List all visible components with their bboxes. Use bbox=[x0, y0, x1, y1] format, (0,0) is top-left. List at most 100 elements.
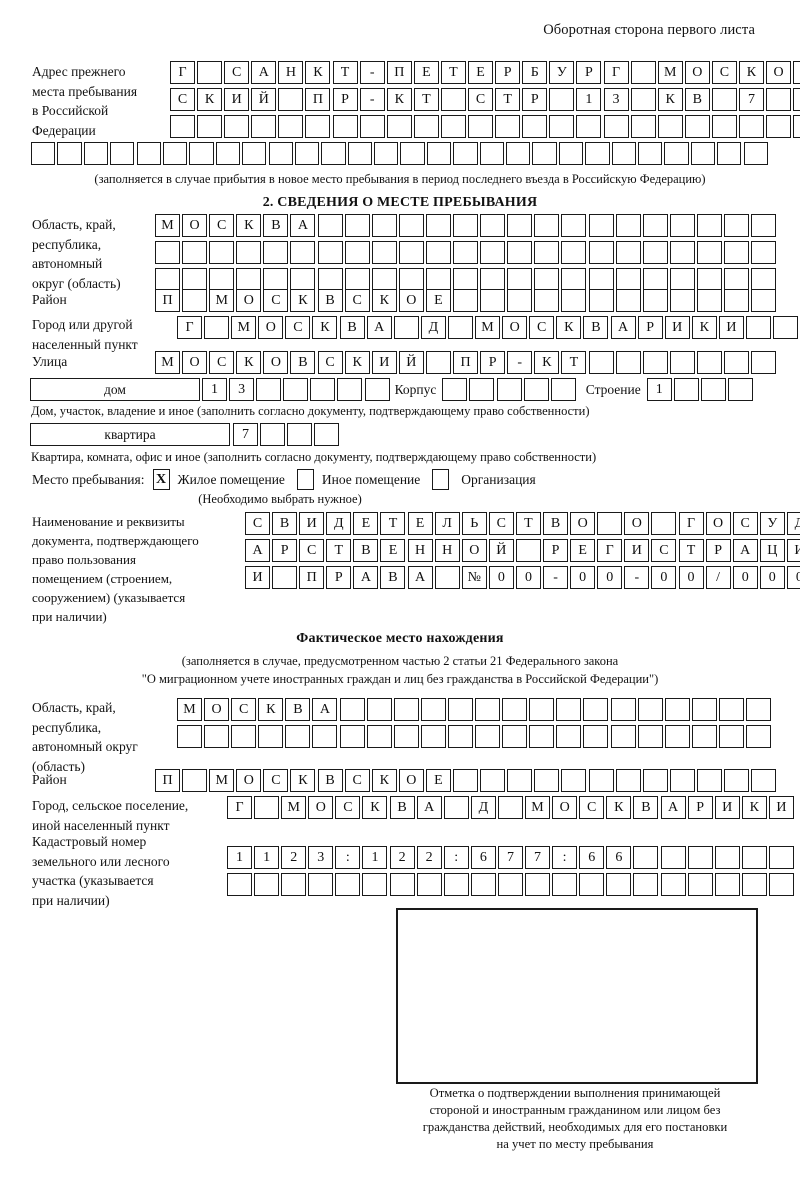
char-cell[interactable]: Д bbox=[470, 796, 496, 819]
char-cell[interactable] bbox=[209, 241, 235, 264]
char-cell[interactable] bbox=[669, 214, 695, 237]
char-cell[interactable] bbox=[389, 873, 415, 896]
char-cell[interactable] bbox=[251, 115, 277, 138]
char-cell[interactable]: О bbox=[398, 289, 424, 312]
char-cell[interactable]: В bbox=[353, 539, 379, 562]
char-cell[interactable]: Й bbox=[488, 539, 514, 562]
char-cell[interactable] bbox=[711, 88, 737, 111]
char-cell[interactable] bbox=[475, 698, 501, 721]
char-cell[interactable] bbox=[480, 241, 506, 264]
char-cell[interactable] bbox=[773, 316, 799, 339]
char-cell[interactable]: 6 bbox=[579, 846, 605, 869]
char-cell[interactable]: Н bbox=[278, 61, 304, 84]
prev-address-row-4[interactable] bbox=[31, 142, 768, 165]
char-cell[interactable] bbox=[371, 214, 397, 237]
char-cell[interactable]: К bbox=[371, 289, 397, 312]
char-cell[interactable]: Е bbox=[425, 289, 451, 312]
char-cell[interactable] bbox=[371, 241, 397, 264]
char-cell[interactable] bbox=[673, 378, 699, 401]
char-cell[interactable]: И bbox=[299, 512, 325, 535]
char-cell[interactable] bbox=[314, 423, 340, 446]
char-cell[interactable] bbox=[182, 241, 208, 264]
char-cell[interactable] bbox=[317, 268, 343, 291]
char-cell[interactable] bbox=[669, 351, 695, 374]
char-cell[interactable]: К bbox=[606, 796, 632, 819]
char-cell[interactable] bbox=[718, 725, 744, 748]
char-cell[interactable] bbox=[534, 241, 560, 264]
char-cell[interactable] bbox=[610, 698, 636, 721]
char-cell[interactable] bbox=[714, 846, 740, 869]
char-cell[interactable] bbox=[741, 873, 767, 896]
char-cell[interactable]: Р bbox=[480, 351, 506, 374]
char-cell[interactable]: В bbox=[380, 566, 406, 589]
char-cell[interactable]: М bbox=[657, 61, 683, 84]
char-cell[interactable]: Н bbox=[407, 539, 433, 562]
char-cell[interactable]: С bbox=[285, 316, 311, 339]
char-cell[interactable] bbox=[741, 846, 767, 869]
char-cell[interactable]: Р bbox=[687, 796, 713, 819]
char-cell[interactable]: Т bbox=[380, 512, 406, 535]
char-cell[interactable] bbox=[664, 698, 690, 721]
char-cell[interactable]: П bbox=[305, 88, 331, 111]
char-cell[interactable]: О bbox=[258, 316, 284, 339]
char-cell[interactable]: 0 bbox=[732, 566, 758, 589]
char-cell[interactable] bbox=[31, 142, 56, 165]
char-cell[interactable] bbox=[696, 241, 722, 264]
char-cell[interactable] bbox=[534, 769, 560, 792]
char-cell[interactable]: 0 bbox=[515, 566, 541, 589]
char-cell[interactable] bbox=[447, 698, 473, 721]
char-cell[interactable]: И bbox=[714, 796, 740, 819]
char-cell[interactable] bbox=[738, 115, 764, 138]
char-cell[interactable] bbox=[585, 142, 610, 165]
char-cell[interactable] bbox=[579, 873, 605, 896]
char-cell[interactable]: В bbox=[285, 698, 311, 721]
char-cell[interactable] bbox=[285, 725, 311, 748]
char-cell[interactable] bbox=[642, 268, 668, 291]
char-cell[interactable]: У bbox=[759, 512, 785, 535]
char-cell[interactable] bbox=[751, 241, 777, 264]
char-cell[interactable] bbox=[400, 142, 425, 165]
char-cell[interactable] bbox=[182, 289, 208, 312]
char-cell[interactable] bbox=[534, 214, 560, 237]
char-cell[interactable] bbox=[534, 289, 560, 312]
char-cell[interactable] bbox=[723, 769, 749, 792]
char-cell[interactable] bbox=[294, 142, 320, 165]
stroenie-cells[interactable]: 1 bbox=[646, 378, 754, 401]
char-cell[interactable]: Т bbox=[561, 351, 587, 374]
char-cell[interactable]: П bbox=[299, 566, 325, 589]
char-cell[interactable] bbox=[256, 378, 282, 401]
char-cell[interactable]: М bbox=[209, 769, 235, 792]
char-cell[interactable]: С bbox=[299, 539, 325, 562]
char-cell[interactable] bbox=[496, 378, 522, 401]
char-cell[interactable]: Е bbox=[380, 539, 406, 562]
char-cell[interactable] bbox=[561, 289, 587, 312]
char-cell[interactable]: С bbox=[209, 351, 235, 374]
char-cell[interactable] bbox=[425, 241, 451, 264]
char-cell[interactable] bbox=[556, 698, 582, 721]
char-cell[interactable]: Е bbox=[570, 539, 596, 562]
char-cell[interactable] bbox=[651, 512, 677, 535]
char-cell[interactable]: К bbox=[236, 214, 262, 237]
char-cell[interactable] bbox=[642, 241, 668, 264]
char-cell[interactable]: 7 bbox=[738, 88, 764, 111]
char-cell[interactable]: А bbox=[610, 316, 636, 339]
char-cell[interactable] bbox=[664, 725, 690, 748]
char-cell[interactable] bbox=[583, 725, 609, 748]
char-cell[interactable] bbox=[588, 289, 614, 312]
char-cell[interactable]: Н bbox=[434, 539, 460, 562]
char-cell[interactable] bbox=[386, 115, 412, 138]
char-cell[interactable]: К bbox=[290, 289, 316, 312]
char-cell[interactable] bbox=[633, 846, 659, 869]
char-cell[interactable]: Р bbox=[576, 61, 602, 84]
char-cell[interactable] bbox=[470, 873, 496, 896]
char-cell[interactable] bbox=[637, 725, 663, 748]
char-cell[interactable] bbox=[606, 873, 632, 896]
char-cell[interactable]: Р bbox=[495, 61, 521, 84]
char-cell[interactable] bbox=[549, 88, 575, 111]
char-cell[interactable]: М bbox=[525, 796, 551, 819]
char-cell[interactable] bbox=[615, 351, 641, 374]
char-cell[interactable] bbox=[155, 241, 180, 264]
char-cell[interactable]: О bbox=[552, 796, 578, 819]
